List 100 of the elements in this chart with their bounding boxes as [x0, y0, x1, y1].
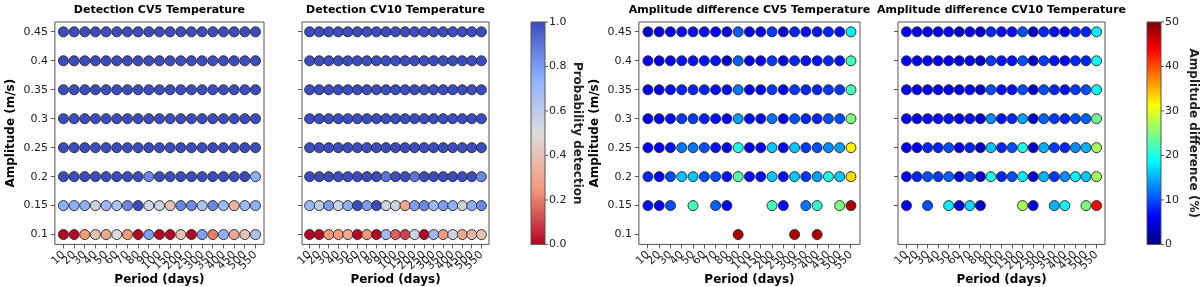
point — [228, 229, 240, 241]
point — [1017, 113, 1029, 125]
point — [1027, 113, 1039, 125]
point — [399, 84, 411, 96]
point — [132, 113, 144, 125]
point — [1027, 55, 1039, 67]
point — [323, 142, 335, 154]
point — [332, 84, 344, 96]
point — [399, 113, 411, 125]
point — [196, 229, 208, 241]
point — [834, 113, 846, 125]
point — [974, 142, 986, 154]
point — [111, 200, 123, 212]
y-tick-label: 0.3 — [30, 111, 48, 125]
point — [390, 200, 401, 212]
color-bar-label: 0.6 — [549, 103, 567, 117]
point — [351, 84, 363, 96]
point — [143, 229, 155, 241]
point — [800, 200, 812, 212]
point — [100, 84, 112, 96]
point — [922, 84, 934, 96]
point — [466, 55, 478, 67]
point — [153, 200, 165, 212]
point — [351, 55, 363, 67]
point — [1091, 55, 1103, 67]
point — [313, 55, 325, 67]
point — [361, 55, 373, 67]
point — [687, 113, 699, 125]
point — [1048, 142, 1060, 154]
point — [653, 55, 665, 67]
y-tick-label: 0.1 — [614, 227, 632, 241]
point — [153, 142, 165, 154]
point — [447, 113, 459, 125]
point — [456, 142, 468, 154]
point — [1091, 113, 1103, 125]
point — [964, 84, 976, 96]
y-tick-label: 0.4 — [614, 53, 632, 67]
y-tick-label: 0.35 — [607, 82, 632, 96]
point — [132, 142, 144, 154]
point — [732, 55, 744, 67]
point — [217, 142, 229, 154]
point — [943, 26, 955, 38]
point — [342, 113, 354, 125]
point — [1080, 171, 1092, 183]
point — [323, 26, 335, 38]
point — [409, 200, 421, 212]
point — [1048, 200, 1060, 212]
point — [323, 229, 335, 241]
point — [228, 142, 240, 154]
point — [57, 26, 69, 38]
point — [121, 84, 133, 96]
point — [676, 113, 688, 125]
point — [1080, 113, 1092, 125]
point — [390, 55, 401, 67]
point — [185, 200, 197, 212]
point — [111, 84, 123, 96]
point — [845, 142, 857, 154]
point — [1038, 171, 1050, 183]
point — [911, 55, 923, 67]
point — [418, 142, 430, 154]
point — [132, 229, 144, 241]
point — [79, 26, 91, 38]
point — [323, 84, 335, 96]
point — [239, 171, 251, 183]
point — [1059, 26, 1071, 38]
point — [121, 229, 133, 241]
point — [111, 55, 123, 67]
point — [985, 142, 997, 154]
point — [822, 142, 834, 154]
point — [800, 55, 812, 67]
point — [1038, 55, 1050, 67]
y-tick-label: 0.2 — [30, 169, 48, 183]
point — [399, 229, 411, 241]
point — [249, 26, 261, 38]
point — [304, 55, 316, 67]
point — [228, 200, 240, 212]
point — [304, 84, 316, 96]
point — [409, 113, 421, 125]
point — [974, 113, 986, 125]
point — [777, 55, 789, 67]
point — [351, 142, 363, 154]
point — [380, 200, 392, 212]
point — [800, 84, 812, 96]
point — [428, 229, 440, 241]
point — [964, 200, 976, 212]
point — [380, 229, 392, 241]
point — [196, 200, 208, 212]
point — [466, 142, 478, 154]
point — [239, 55, 251, 67]
point — [380, 55, 392, 67]
point — [304, 229, 316, 241]
y-tick-label: 0.15 — [607, 198, 632, 212]
color-bar-label: 50 — [1165, 14, 1179, 28]
point — [1017, 171, 1029, 183]
point — [475, 200, 487, 212]
point — [68, 229, 80, 241]
point — [428, 171, 440, 183]
point — [800, 171, 812, 183]
point — [239, 113, 251, 125]
point — [932, 113, 944, 125]
